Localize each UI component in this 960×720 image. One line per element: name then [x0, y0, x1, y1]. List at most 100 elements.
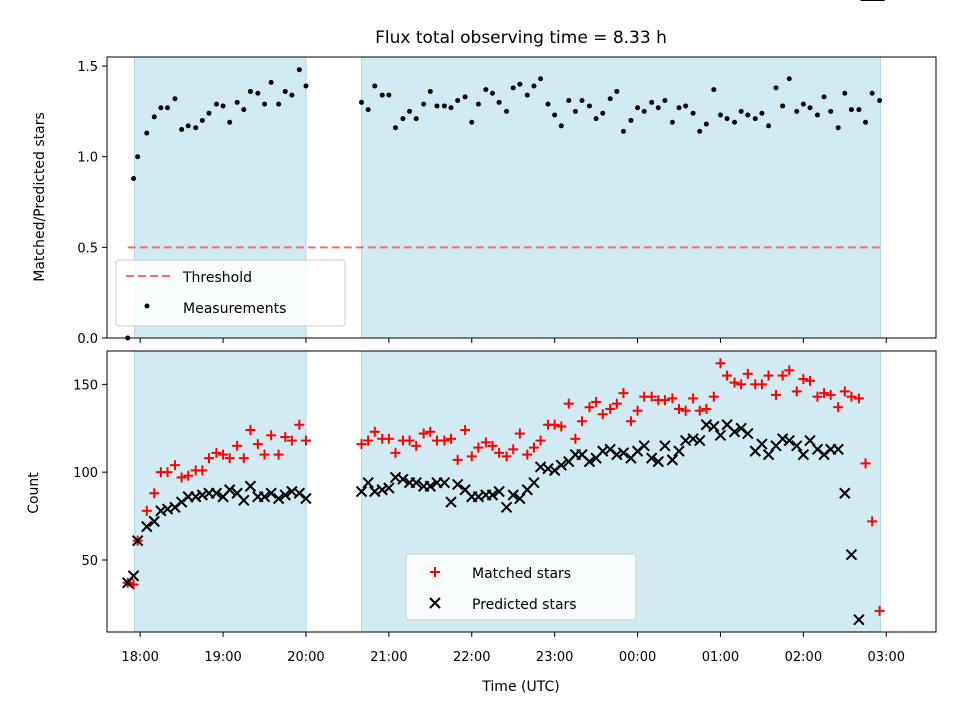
legend-measurement-swatch [144, 303, 150, 309]
matched-star-point [777, 370, 788, 381]
matched-star-point [625, 416, 636, 427]
matched-star-point [280, 432, 291, 443]
measurement-point [558, 123, 564, 129]
measurement-point [856, 107, 862, 113]
predicted-star-point [776, 433, 789, 445]
measurement-point [780, 103, 786, 109]
bottom-panel: 50 100 150 18:00 19:00 20:00 21:00 22:00 23:00 0… [26, 0, 937, 695]
matched-star-point [632, 405, 643, 416]
measurement-point [413, 116, 419, 122]
predicted-star-point [617, 447, 630, 459]
matched-star-point [452, 454, 463, 465]
predicted-star-point [189, 491, 202, 503]
matched-star-point [791, 386, 802, 397]
bottom-y-tick-label: 100 [73, 466, 98, 481]
bottom-y-tick-label: 150 [73, 378, 98, 393]
predicted-star-point [839, 487, 851, 499]
matched-star-point [411, 440, 422, 451]
measurement-point [365, 107, 371, 113]
predicted-star-point [666, 454, 679, 466]
predicted-star-point [238, 494, 250, 506]
matched-star-point [874, 605, 885, 616]
matched-star-point [169, 460, 180, 471]
matched-star-point [176, 472, 187, 483]
matched-star-point [300, 435, 311, 446]
predicted-star-point [362, 477, 374, 489]
predicted-star-point [832, 443, 844, 456]
measurement-point [427, 88, 433, 94]
measurement-point [579, 98, 585, 104]
measurement-point [193, 125, 199, 131]
measurement-point [732, 119, 738, 125]
measurement-point [247, 88, 253, 94]
measurement-point [496, 99, 502, 105]
predicted-star-point [438, 477, 451, 489]
measurement-point [489, 90, 495, 96]
matched-star-point [487, 440, 498, 451]
matched-star-point [784, 365, 795, 376]
legend-measurements-label: Measurements [183, 301, 286, 317]
matched-star-point [605, 403, 616, 414]
measurement-point [517, 81, 523, 87]
predicted-star-point [645, 452, 658, 464]
measurement-point [379, 92, 385, 98]
measurement-point [717, 112, 723, 118]
measurement-point [510, 85, 516, 91]
predicted-star-point [244, 480, 257, 492]
measurement-point [552, 112, 558, 118]
top-y-tick-label: 0.5 [77, 241, 98, 256]
matched-star-point [659, 395, 670, 406]
matched-star-point [473, 442, 484, 453]
measurement-point [773, 85, 779, 91]
matched-star-point [480, 437, 491, 448]
matched-star-point [742, 368, 753, 379]
matched-star-point [812, 391, 823, 402]
matched-star-point [833, 402, 844, 413]
measurement-point [462, 94, 468, 100]
measurement-point [531, 83, 537, 89]
predicted-star-point [673, 445, 685, 457]
predicted-star-point [223, 484, 236, 496]
matched-star-point [149, 488, 160, 499]
measurement-point [234, 99, 240, 105]
matched-star-point [446, 433, 457, 444]
matched-star-point [383, 433, 394, 444]
bottom-plot-frame [106, 350, 937, 633]
chart-title: Flux total observing time = 8.33 h [375, 28, 667, 48]
matched-star-point [494, 447, 505, 458]
measurement-point [538, 76, 544, 82]
predicted-star-point [424, 480, 437, 492]
x-tick-label: 02:00 [785, 650, 822, 665]
measurement-point [800, 101, 806, 107]
matched-star-point [549, 419, 560, 430]
measurement-point [662, 98, 668, 104]
measurement-point [745, 112, 751, 118]
matched-star-point [591, 396, 602, 407]
measurement-point [524, 92, 530, 98]
matched-star-point [667, 393, 678, 404]
measurement-point [151, 114, 157, 120]
predicted-star-point [131, 534, 144, 547]
measurement-point [483, 87, 489, 93]
measurement-point [877, 98, 883, 104]
measurement-point [697, 128, 703, 134]
measurement-point [752, 116, 758, 122]
matched-star-point [674, 403, 685, 414]
measurement-point [683, 103, 689, 109]
predicted-star-point [148, 515, 160, 528]
predicted-star-point [728, 426, 741, 438]
predicted-star-point [797, 448, 810, 461]
measurement-point [738, 108, 744, 114]
matched-star-point [522, 449, 533, 460]
matched-star-point [867, 516, 878, 527]
measurement-point [786, 76, 792, 82]
measurement-point [863, 119, 869, 125]
predicted-star-point [652, 455, 664, 468]
matched-star-point [701, 403, 712, 414]
measurement-point [296, 67, 302, 73]
matched-stars-points [122, 358, 885, 616]
top-y-axis: 0.0 0.5 1.0 1.5 [77, 60, 107, 347]
predicted-star-point [300, 492, 312, 505]
matched-star-point [363, 435, 374, 446]
measurement-point [276, 101, 282, 107]
